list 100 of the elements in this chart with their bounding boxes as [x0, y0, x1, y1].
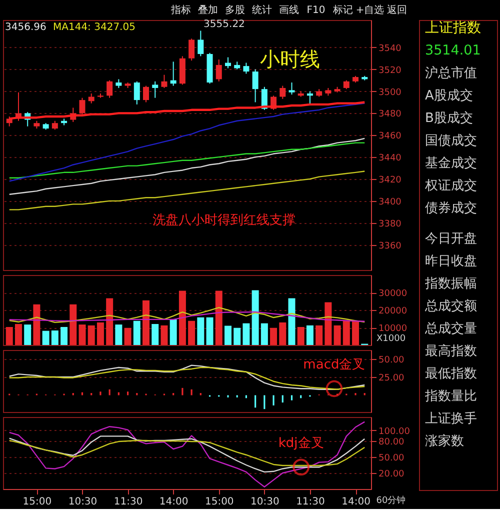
- bar: [188, 320, 196, 345]
- candlestick: [143, 85, 150, 103]
- bar: [160, 325, 168, 345]
- x-tick-label: 15:00: [22, 496, 52, 508]
- text: 权证成交: [424, 178, 477, 194]
- candlestick: [106, 80, 113, 98]
- text: 指标: [170, 4, 191, 16]
- bar: [324, 302, 332, 345]
- x-tick-label: 10:30: [68, 496, 98, 508]
- candlestick: [161, 74, 168, 88]
- line-series: [8, 306, 366, 324]
- text: B股成交: [425, 110, 473, 126]
- annotation: 洗盘八小时得到红线支撑: [152, 213, 296, 228]
- candlestick: [6, 116, 12, 127]
- bar: [42, 330, 50, 345]
- bar: [252, 290, 259, 345]
- text: 基金成交: [425, 155, 477, 172]
- y-tick-label: 3380: [378, 219, 402, 230]
- y-tick-label: 100.00: [378, 426, 410, 437]
- y-tick-label: 3520: [378, 66, 402, 76]
- y-tick-label: 80.00: [378, 438, 405, 448]
- text: 指数振幅: [424, 276, 477, 292]
- bar: [78, 324, 86, 345]
- text: A股成交: [425, 88, 473, 104]
- bar: [60, 326, 68, 345]
- annotation: kdj金叉: [278, 436, 324, 452]
- line-series: [8, 138, 366, 195]
- text: 上证换手: [425, 411, 477, 426]
- bar: [316, 325, 323, 345]
- bar: [96, 322, 104, 345]
- text: 昨日收盘: [425, 254, 477, 270]
- bar: [342, 320, 350, 345]
- candlestick: [288, 82, 295, 96]
- candlestick: [198, 30, 204, 57]
- bar: [178, 290, 186, 345]
- bar: [24, 324, 32, 345]
- annotation: 小时线: [260, 47, 320, 71]
- text: F10: [306, 5, 326, 16]
- y-tick-label: 50.00: [378, 454, 405, 464]
- text: 沪总市值: [425, 65, 477, 82]
- text: 总成交量: [424, 320, 477, 337]
- text: 返回: [387, 4, 407, 16]
- line-series: [8, 142, 366, 178]
- candlestick: [216, 58, 222, 82]
- text: 3514.01: [425, 42, 481, 59]
- annotation: macd金叉: [303, 358, 366, 373]
- text: 60分钟: [376, 495, 406, 506]
- candlestick: [306, 90, 313, 105]
- y-tick-label: 3440: [378, 154, 402, 164]
- candlestick: [88, 92, 94, 104]
- x-tick-label: 10:30: [250, 496, 280, 508]
- bar: [242, 323, 250, 345]
- candlestick: [170, 61, 176, 86]
- bar: [51, 330, 58, 345]
- bar: [306, 325, 314, 345]
- bar: [215, 290, 222, 345]
- bar: [14, 324, 22, 345]
- y-tick-label: 3420: [378, 175, 402, 186]
- bar: [88, 325, 95, 345]
- x-tick-label: 14:00: [342, 496, 370, 508]
- y-tick-label: 20.00: [378, 470, 405, 480]
- text: 总成交额: [424, 298, 477, 314]
- y-tick-label: 50.00: [378, 355, 405, 366]
- bar: [297, 326, 304, 345]
- bar: [142, 300, 150, 345]
- text: 多股: [225, 4, 245, 16]
- candlestick: [252, 68, 258, 103]
- annotation: MA144: 3427.05: [53, 22, 136, 33]
- bar: [115, 324, 122, 345]
- line-series: [8, 311, 366, 322]
- bar: [279, 322, 286, 345]
- bar: [224, 326, 232, 345]
- bar: [70, 304, 77, 345]
- y-tick-label: 10000: [378, 324, 408, 334]
- bar: [170, 319, 177, 345]
- text: 上证指数: [425, 20, 481, 36]
- x-tick-label: 11:30: [296, 496, 325, 508]
- text: 最低指数: [425, 366, 477, 382]
- bar: [106, 298, 114, 345]
- candlestick: [280, 85, 286, 100]
- candlestick: [224, 56, 231, 69]
- bar: [352, 320, 360, 345]
- candlestick: [79, 97, 86, 115]
- bar: [152, 324, 159, 345]
- text: 标记: [332, 4, 353, 16]
- bar: [260, 323, 268, 345]
- bar: [33, 304, 40, 345]
- bar: [133, 320, 140, 345]
- bar: [334, 325, 341, 345]
- bar: [6, 326, 13, 345]
- line-series: [8, 170, 366, 210]
- text: 画线: [279, 4, 299, 16]
- y-tick-label: 3540: [378, 44, 402, 54]
- text: 叠加: [198, 4, 218, 16]
- bar: [124, 328, 132, 345]
- text: 最高指数: [425, 343, 477, 360]
- candlestick: [243, 62, 250, 74]
- bar: [288, 298, 296, 345]
- line-series: [8, 102, 366, 182]
- text: +自选: [356, 4, 384, 16]
